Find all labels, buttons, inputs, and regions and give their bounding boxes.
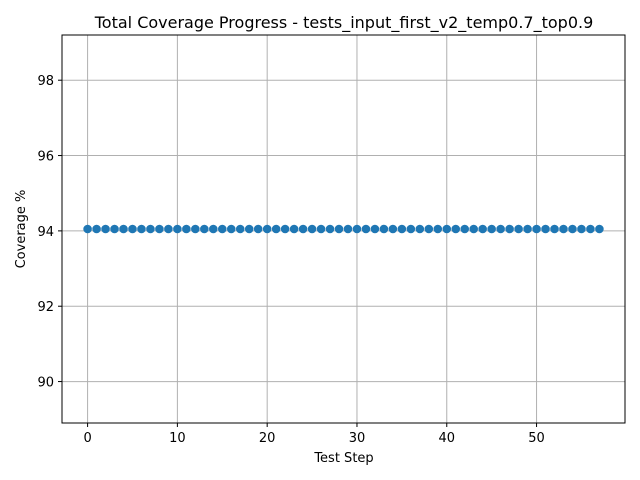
data-point <box>433 224 443 234</box>
data-point <box>280 224 290 234</box>
data-point <box>110 224 119 234</box>
data-point <box>469 224 478 234</box>
data-point <box>352 224 362 234</box>
data-point <box>505 224 514 234</box>
data-point <box>586 224 595 234</box>
y-tick-label: 96 <box>37 150 54 165</box>
data-point <box>595 224 604 234</box>
y-tick-label: 90 <box>37 376 54 391</box>
data-point <box>514 224 523 234</box>
x-tick-label: 10 <box>169 431 186 446</box>
data-point <box>532 224 541 234</box>
data-point <box>550 224 559 234</box>
data-point <box>209 224 218 234</box>
data-point <box>568 224 577 234</box>
data-point <box>316 224 326 234</box>
data-point <box>325 224 335 234</box>
data-point <box>155 224 164 234</box>
data-point <box>577 224 586 234</box>
data-point <box>262 224 272 234</box>
data-point <box>164 224 173 234</box>
data-point <box>298 224 308 234</box>
data-point <box>370 224 380 234</box>
data-point <box>128 224 137 234</box>
data-point <box>191 224 200 234</box>
data-point <box>217 224 227 234</box>
y-axis-label: Coverage % <box>14 190 29 269</box>
y-tick-label: 94 <box>37 225 54 240</box>
x-tick-label: 30 <box>349 431 366 446</box>
data-point <box>397 224 407 234</box>
data-point <box>146 224 155 234</box>
x-axis-label: Test Step <box>313 451 373 466</box>
data-point <box>83 224 92 234</box>
y-tick-label: 92 <box>37 300 54 315</box>
chart-title: Total Coverage Progress - tests_input_fi… <box>94 13 594 33</box>
data-point <box>406 224 416 234</box>
data-point <box>343 224 353 234</box>
data-point <box>307 224 317 234</box>
x-tick-label: 20 <box>259 431 276 446</box>
y-tick-label: 98 <box>37 74 54 89</box>
data-point <box>442 224 452 234</box>
y-axis-ticks: 90 92 94 96 98 <box>37 74 62 391</box>
data-point <box>478 224 487 234</box>
data-point <box>253 224 263 234</box>
data-point <box>451 224 461 234</box>
data-point <box>200 224 209 234</box>
data-point <box>173 224 182 234</box>
data-point <box>496 224 505 234</box>
x-axis-ticks: 0 10 20 30 40 50 <box>83 423 545 446</box>
data-point <box>361 224 371 234</box>
data-point <box>119 224 128 234</box>
data-point <box>271 224 281 234</box>
x-tick-label: 0 <box>83 431 91 446</box>
data-point <box>92 224 101 234</box>
plot-frame <box>61 34 626 424</box>
data-point <box>415 224 425 234</box>
data-point <box>559 224 568 234</box>
data-points <box>83 224 604 234</box>
data-point <box>487 224 496 234</box>
data-point <box>388 224 398 234</box>
data-point <box>460 224 470 234</box>
data-point <box>235 224 245 234</box>
data-point <box>182 224 191 234</box>
data-point <box>424 224 434 234</box>
data-point <box>523 224 532 234</box>
data-point <box>334 224 344 234</box>
data-point <box>226 224 236 234</box>
data-point <box>541 224 550 234</box>
data-point <box>137 224 146 234</box>
data-point <box>101 224 110 234</box>
x-tick-label: 40 <box>438 431 455 446</box>
x-tick-label: 50 <box>528 431 545 446</box>
data-point <box>289 224 299 234</box>
data-point <box>379 224 389 234</box>
data-point <box>244 224 254 234</box>
